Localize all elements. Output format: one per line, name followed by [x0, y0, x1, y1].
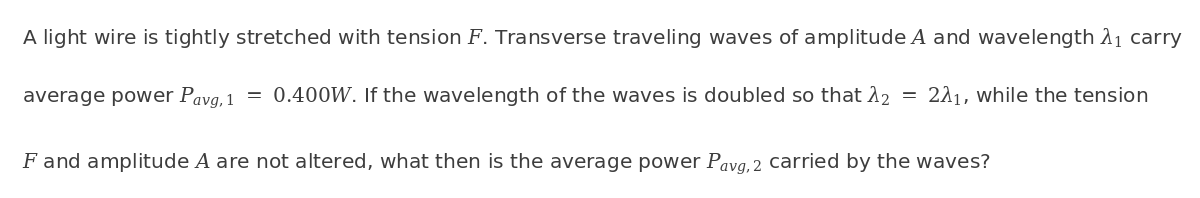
Text: A light wire is tightly stretched with tension $F$. Transverse traveling waves o: A light wire is tightly stretched with t…	[22, 26, 1182, 50]
Text: average power $P_{avg,1}$ $=$ $0.400W$. If the wavelength of the waves is double: average power $P_{avg,1}$ $=$ $0.400W$. …	[22, 85, 1148, 111]
Text: $F$ and amplitude $A$ are not altered, what then is the average power $P_{avg,2}: $F$ and amplitude $A$ are not altered, w…	[22, 151, 990, 177]
